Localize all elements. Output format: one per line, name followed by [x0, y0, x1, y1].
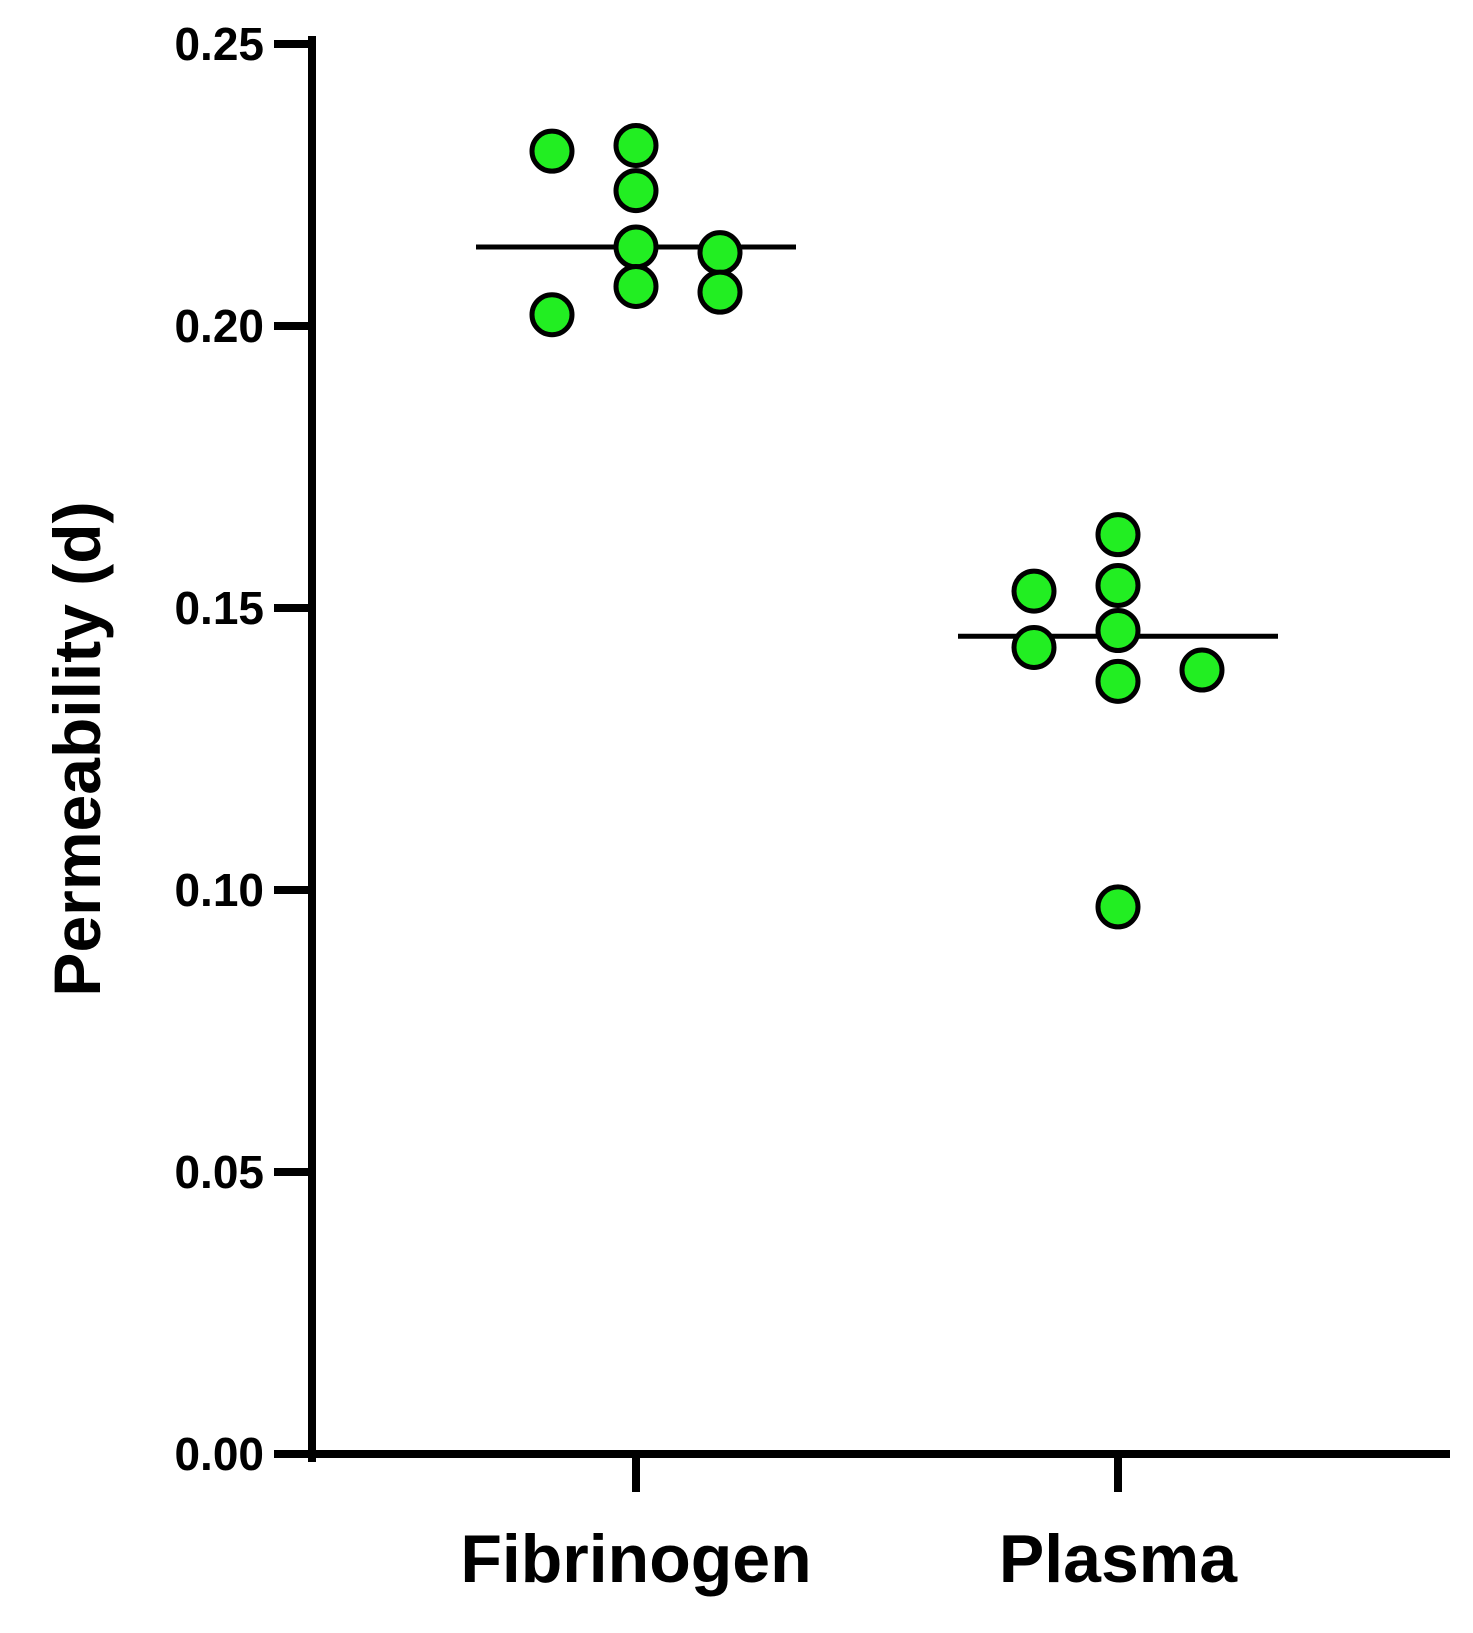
y-axis: 0.00 0.05 0.10 0.15 0.20 0.25 [174, 18, 316, 1480]
x-axis: Fibrinogen Plasma [274, 1450, 1450, 1597]
data-points [529, 123, 1225, 930]
median-lines [476, 244, 1278, 639]
x-tick-label: Plasma [999, 1521, 1238, 1597]
data-point [1011, 568, 1057, 614]
data-point [1095, 608, 1141, 654]
x-tick-label: Fibrinogen [460, 1521, 811, 1597]
y-tick-label: 0.05 [174, 1146, 264, 1198]
data-point [1095, 884, 1141, 930]
y-tick-label: 0.15 [174, 582, 264, 634]
data-point [529, 128, 575, 174]
data-point [613, 264, 659, 310]
data-point [1011, 624, 1057, 670]
data-point [613, 224, 659, 270]
y-tick-label: 0.10 [174, 864, 264, 916]
y-tick-label: 0.25 [174, 18, 264, 70]
y-axis-title: Permeability (d) [40, 501, 114, 996]
data-point [697, 230, 743, 276]
data-point [613, 123, 659, 169]
data-point [613, 168, 659, 214]
data-point [1095, 512, 1141, 558]
data-point [1095, 562, 1141, 608]
y-tick-label: 0.20 [174, 300, 264, 352]
data-point [1179, 647, 1225, 693]
data-point [1095, 658, 1141, 704]
data-point [697, 269, 743, 315]
data-point [529, 292, 575, 338]
y-tick-label: 0.00 [174, 1428, 264, 1480]
